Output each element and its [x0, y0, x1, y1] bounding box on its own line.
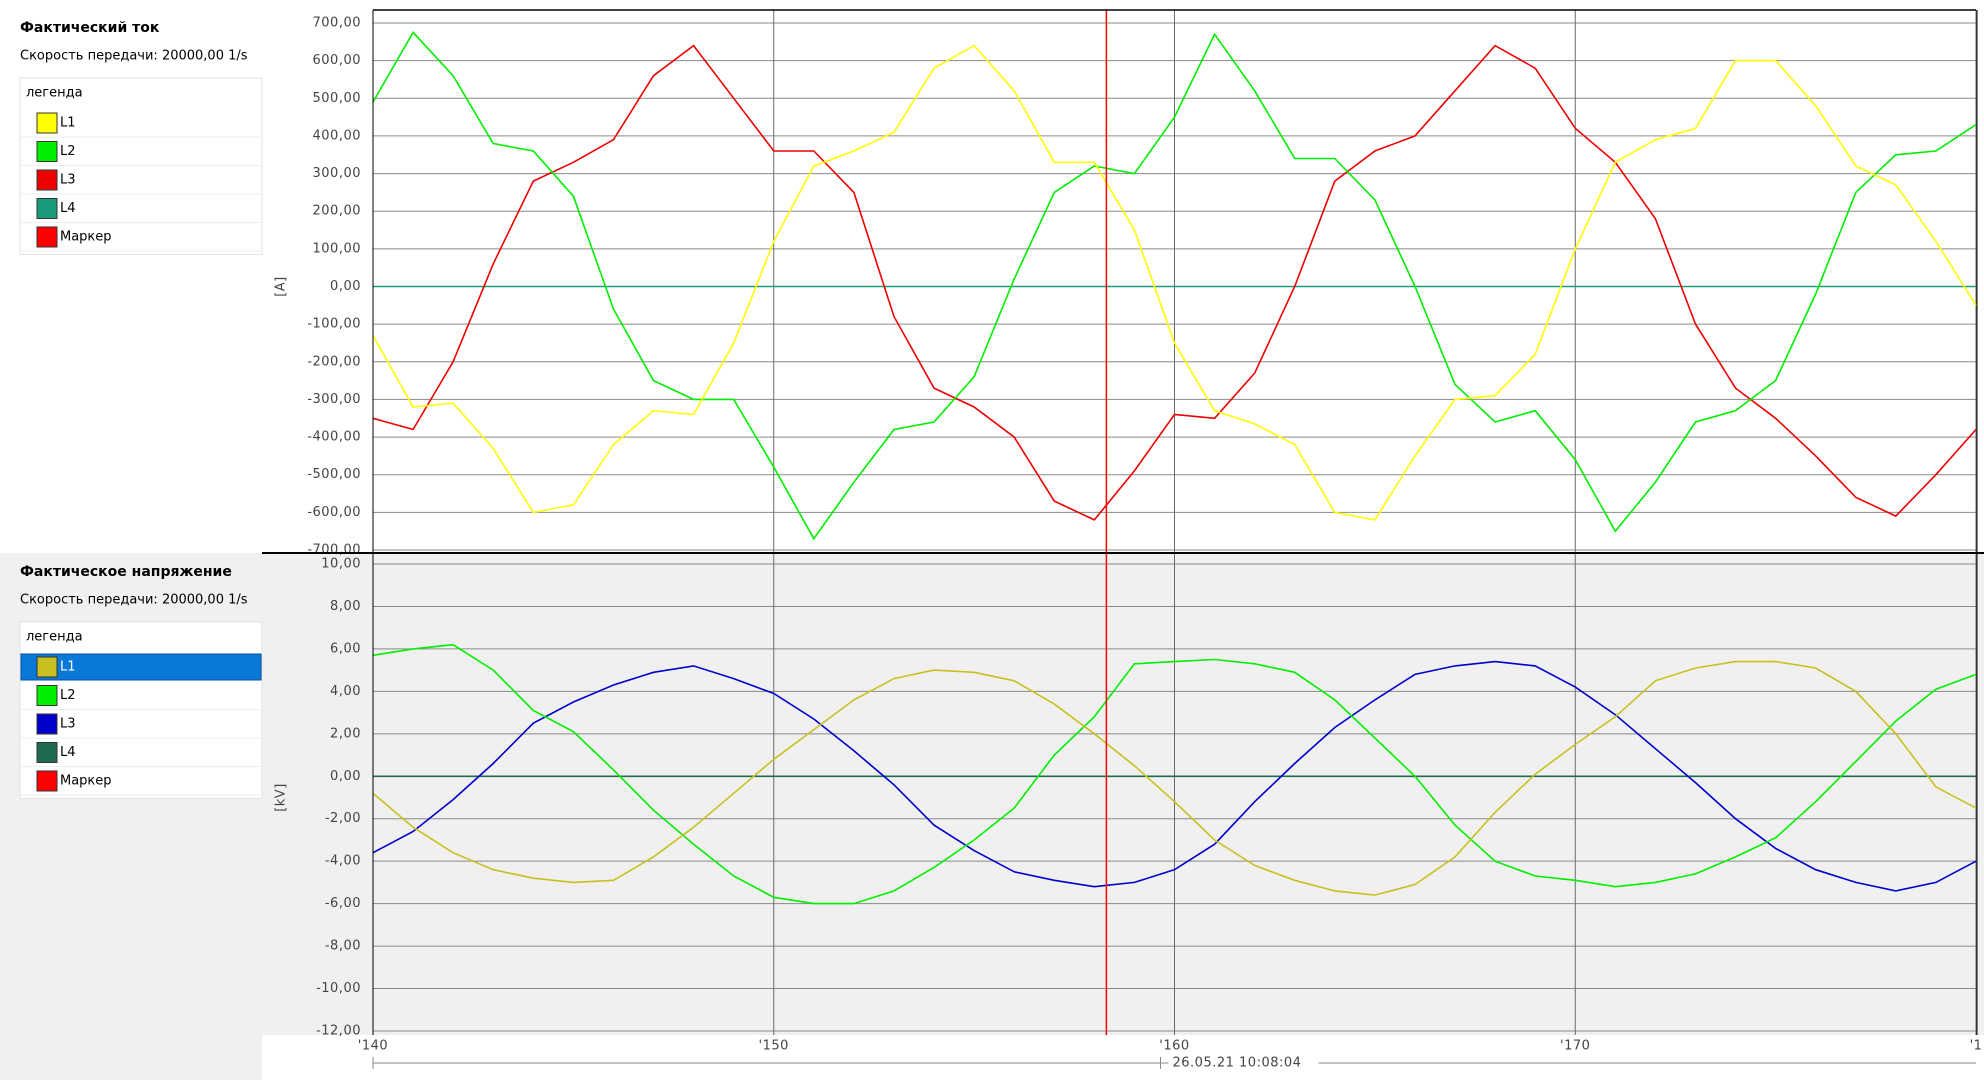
series-line [372, 44, 1977, 521]
legend-label[interactable]: L2 [60, 144, 76, 159]
x-tick-label: '140 [358, 1039, 388, 1054]
legend-label[interactable]: Маркер [60, 774, 112, 789]
panel-subtitle: Скорость передачи: 20000,00 1/s [20, 593, 248, 608]
x-axis-caption: 26.05.21 10:08:04 [1173, 1056, 1302, 1071]
series-line [372, 31, 1977, 541]
y-tick-label: -700,00 [307, 543, 361, 558]
legend-label[interactable]: L1 [60, 116, 76, 131]
y-tick-label: 500,00 [313, 91, 362, 106]
series-line [372, 660, 1977, 896]
series-line [372, 643, 1977, 905]
series-line [372, 660, 1977, 892]
y-tick-label: -200,00 [307, 354, 361, 369]
panel-title: Фактическое напряжение [20, 564, 232, 580]
y-tick-label: -400,00 [307, 430, 361, 445]
y-axis-label: [A] [274, 276, 289, 297]
legend-label[interactable]: L2 [60, 688, 76, 703]
y-tick-label: 400,00 [313, 128, 362, 143]
y-tick-label: 300,00 [313, 166, 362, 181]
y-tick-label: 6,00 [330, 641, 361, 656]
legend-swatch [36, 742, 58, 763]
legend-swatch [36, 198, 58, 219]
legend-swatch [36, 169, 58, 191]
legend-title: легенда [26, 86, 83, 101]
x-tick-label: '150 [759, 1039, 789, 1054]
y-tick-label: 4,00 [330, 684, 361, 699]
y-tick-label: 0,00 [330, 279, 361, 294]
legend-swatch [36, 713, 58, 735]
y-tick-label: -500,00 [307, 467, 361, 482]
y-tick-label: 8,00 [330, 599, 361, 614]
y-tick-label: -300,00 [307, 392, 361, 407]
legend-label[interactable]: L4 [60, 201, 76, 216]
y-tick-label: -2,00 [325, 811, 361, 826]
legend-title: легенда [26, 630, 83, 645]
x-caption-bg [1168, 1055, 1319, 1071]
legend-label[interactable]: L1 [60, 660, 76, 675]
legend-label[interactable]: L3 [60, 717, 76, 732]
legend-swatch [36, 685, 58, 706]
y-tick-label: -4,00 [325, 854, 361, 869]
x-tick-label: '1 [1970, 1039, 1983, 1054]
y-tick-label: -600,00 [307, 505, 361, 520]
y-tick-label: 200,00 [313, 204, 362, 219]
legend-swatch [36, 112, 58, 134]
x-tick-label: '160 [1159, 1039, 1189, 1054]
y-tick-label: -100,00 [307, 317, 361, 332]
legend-box [19, 77, 263, 255]
legend-label[interactable]: L4 [60, 745, 76, 760]
y-tick-label: 700,00 [313, 16, 362, 31]
legend-selection [20, 653, 262, 681]
panel-subtitle: Скорость передачи: 20000,00 1/s [20, 49, 248, 64]
legend-box [19, 621, 263, 799]
legend-label[interactable]: L3 [60, 173, 76, 188]
panel-title: Фактический ток [20, 20, 160, 36]
legend-swatch [36, 770, 58, 792]
legend-swatch [36, 656, 58, 678]
legend-swatch [36, 141, 58, 162]
y-tick-label: 100,00 [313, 241, 362, 256]
y-tick-label: 0,00 [330, 769, 361, 784]
y-tick-label: -8,00 [325, 939, 361, 954]
y-tick-label: -10,00 [316, 981, 361, 996]
x-tick-label: '170 [1560, 1039, 1590, 1054]
y-tick-label: -12,00 [316, 1024, 361, 1039]
y-tick-label: 2,00 [330, 726, 361, 741]
y-tick-label: 600,00 [313, 53, 362, 68]
y-tick-label: -6,00 [325, 896, 361, 911]
y-tick-label: 10,00 [321, 557, 361, 572]
y-axis-label: [kV] [274, 783, 289, 812]
x-axis-area [262, 1035, 1984, 1080]
series-line [372, 44, 1977, 521]
legend-label[interactable]: Маркер [60, 230, 112, 245]
legend-swatch [36, 226, 58, 248]
